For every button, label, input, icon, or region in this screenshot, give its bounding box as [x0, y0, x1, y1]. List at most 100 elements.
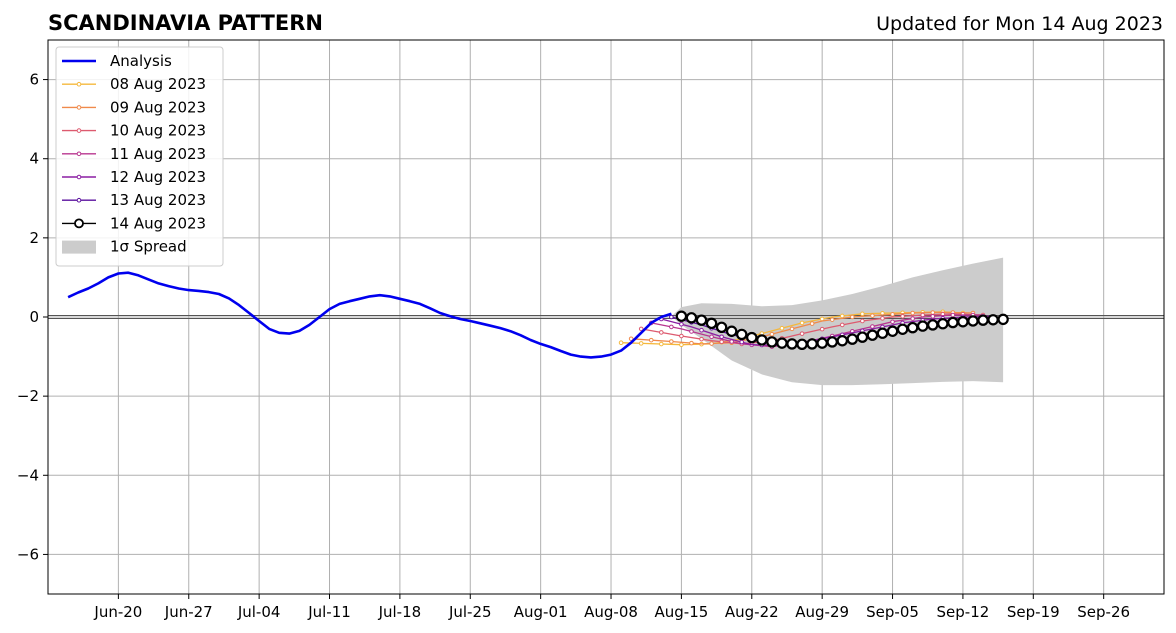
- legend-entry: 09 Aug 2023: [62, 98, 206, 116]
- forecast-point: [669, 339, 674, 344]
- forecast-point: [739, 339, 745, 345]
- forecast-point: [829, 317, 835, 322]
- chart-subtitle: Updated for Mon 14 Aug 2023: [876, 13, 1163, 35]
- forecast-point: [910, 316, 915, 321]
- y-tick-label: 6: [29, 71, 39, 89]
- legend-marker: [76, 151, 82, 157]
- latest-forecast-point: [766, 336, 778, 348]
- latest-forecast-point: [876, 327, 889, 339]
- legend-label: 12 Aug 2023: [110, 168, 206, 186]
- latest-forecast-point: [846, 333, 859, 345]
- y-tick-label: −6: [17, 545, 39, 563]
- x-tick-label: Jul-11: [307, 603, 351, 621]
- forecast-line: [641, 313, 984, 345]
- forecast-point: [669, 314, 674, 320]
- forecast-point: [719, 334, 724, 340]
- latest-forecast-point: [806, 338, 818, 350]
- latest-forecast-point: [947, 316, 959, 329]
- forecast-line: [661, 315, 994, 347]
- latest-forecast-point: [826, 336, 838, 348]
- forecast-point: [870, 313, 875, 318]
- legend-label: 10 Aug 2023: [110, 122, 206, 140]
- forecast-point: [699, 336, 704, 342]
- legend-label: 13 Aug 2023: [110, 191, 206, 209]
- legend-entry: 08 Aug 2023: [62, 75, 206, 93]
- forecast-point: [648, 337, 654, 343]
- forecast-point: [930, 314, 936, 319]
- forecast-point: [689, 340, 694, 346]
- latest-forecast-point: [776, 337, 788, 349]
- latest-forecast-point: [715, 321, 728, 333]
- forecast-point: [628, 336, 634, 342]
- legend-entry: 13 Aug 2023: [62, 191, 206, 209]
- x-tick-label: Aug-08: [584, 603, 638, 621]
- forecast-point: [880, 316, 885, 321]
- forecast-point: [799, 331, 805, 336]
- latest-forecast-point: [685, 312, 698, 324]
- latest-forecast-point: [736, 328, 748, 341]
- legend-box: [55, 46, 224, 267]
- legend-entry: Analysis: [62, 52, 172, 70]
- x-tick-label: Sep-05: [866, 603, 919, 621]
- x-tick-label: Jun-27: [164, 603, 213, 621]
- legend-label: 11 Aug 2023: [110, 145, 206, 163]
- legend-marker: [76, 128, 82, 133]
- forecast-point: [679, 342, 684, 348]
- latest-forecast-point: [927, 319, 939, 331]
- x-tick-label: Aug-15: [655, 603, 709, 621]
- legend-swatch: [62, 240, 96, 254]
- legend-entry: 1σ Spread: [62, 238, 187, 256]
- legend-entry: 14 Aug 2023: [62, 214, 206, 232]
- forecast-point: [850, 314, 855, 320]
- latest-forecast-point: [906, 321, 919, 334]
- latest-forecast-point: [866, 329, 879, 341]
- x-tick-label: Jul-18: [378, 603, 422, 621]
- y-tick-label: 0: [29, 308, 39, 326]
- forecast-point: [669, 324, 674, 330]
- latest-forecast-point: [886, 325, 899, 337]
- latest-forecast-point: [896, 323, 909, 335]
- forecast-point: [789, 326, 795, 332]
- legend-marker: [74, 218, 84, 229]
- forecast-point: [709, 334, 714, 340]
- legend-label: Analysis: [110, 52, 172, 70]
- spread-band: [671, 257, 1004, 386]
- legend-entry: 11 Aug 2023: [62, 145, 206, 163]
- x-tick-label: Aug-01: [514, 603, 568, 621]
- forecast-point: [679, 321, 684, 327]
- x-tick-label: Jun-20: [93, 603, 142, 621]
- forecast-point: [890, 319, 895, 325]
- latest-forecast-point: [695, 314, 708, 326]
- series-layer: [67, 271, 1009, 359]
- forecast-point: [839, 313, 845, 319]
- x-tick-label: Sep-12: [937, 603, 990, 621]
- forecast-point: [658, 341, 664, 347]
- latest-forecast-point: [675, 310, 688, 322]
- latest-forecast-point: [987, 314, 999, 326]
- y-tick-label: 4: [29, 150, 39, 168]
- latest-forecast-point: [746, 331, 758, 344]
- latest-forecast-point: [756, 334, 768, 346]
- forecast-point: [950, 312, 956, 318]
- forecast-series: [638, 311, 986, 347]
- forecast-series: [628, 310, 976, 346]
- x-tick-label: Jul-04: [237, 603, 281, 621]
- forecast-point: [779, 325, 785, 331]
- forecast-point: [769, 331, 775, 337]
- latest-forecast-point: [816, 337, 828, 349]
- forecast-line: [631, 311, 974, 345]
- legend-entry: 10 Aug 2023: [62, 122, 206, 140]
- legend-label: 08 Aug 2023: [110, 75, 206, 93]
- legend-entry: 12 Aug 2023: [62, 168, 206, 186]
- x-tick-label: Aug-22: [725, 603, 779, 621]
- forecast-point: [809, 321, 815, 326]
- chart-title: SCANDINAVIA PATTERN: [48, 11, 323, 35]
- legend-label: 14 Aug 2023: [110, 214, 206, 232]
- legend-marker: [76, 105, 82, 110]
- latest-forecast-point: [977, 314, 989, 326]
- y-tick-label: −4: [17, 466, 39, 484]
- forecast-point: [910, 310, 915, 316]
- x-tick-label: Jul-25: [448, 603, 492, 621]
- legend-marker: [76, 81, 82, 87]
